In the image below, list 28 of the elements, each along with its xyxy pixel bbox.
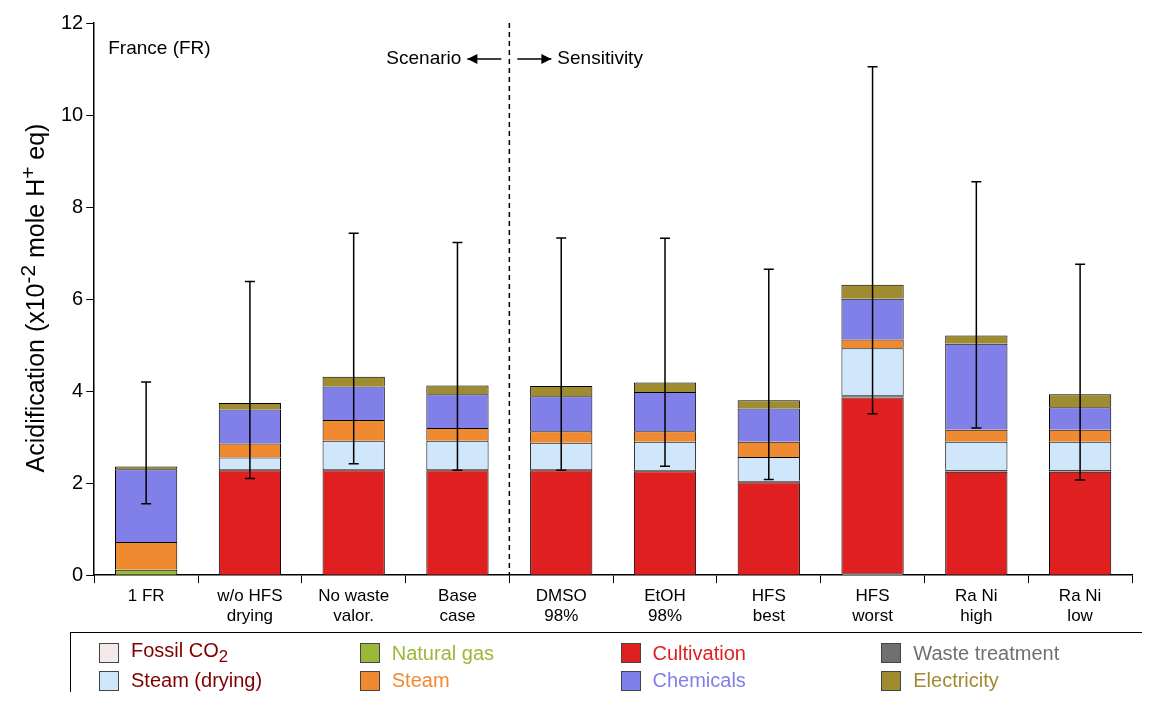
legend-label: Waste treatment xyxy=(913,641,1060,665)
y-tick-label: 0 xyxy=(72,562,84,585)
x-tick-label: No waste valor. xyxy=(318,586,390,626)
legend-label: Electricity xyxy=(913,669,999,692)
y-tick-label: 10 xyxy=(61,102,84,125)
x-tick-label: Ra Ni high xyxy=(955,586,998,626)
legend-label: Steam (drying) xyxy=(131,669,263,692)
x-tick-label: HFS worst xyxy=(851,586,894,626)
x-tick-label: Ra Ni low xyxy=(1058,586,1102,626)
y-tick-label: 4 xyxy=(72,378,84,401)
y-tick-label: 8 xyxy=(72,194,84,217)
x-tick-label: w/o HFS drying xyxy=(216,586,283,626)
x-tick-label: DMSO 98% xyxy=(535,586,587,626)
legend-label: Fossil CO$_{2}$ xyxy=(131,639,229,667)
legend-label: Chemicals xyxy=(652,669,746,692)
y-tick-label: 6 xyxy=(72,286,84,309)
x-tick-label: 1 FR xyxy=(127,586,165,606)
legend-label: Steam xyxy=(391,669,450,692)
annotation: Sensitivity xyxy=(557,47,644,69)
x-tick-label: HFS best xyxy=(751,586,786,626)
legend-label: Cultivation xyxy=(652,641,746,665)
y-tick-label: 12 xyxy=(61,10,84,33)
x-tick-label: Base case xyxy=(438,586,477,626)
y-tick-label: 2 xyxy=(72,470,84,493)
annotation: Scenario xyxy=(386,47,462,69)
annotation: France (FR) xyxy=(108,37,211,59)
x-tick-label: EtOH 98% xyxy=(644,586,686,626)
legend-label: Natural gas xyxy=(391,641,495,665)
